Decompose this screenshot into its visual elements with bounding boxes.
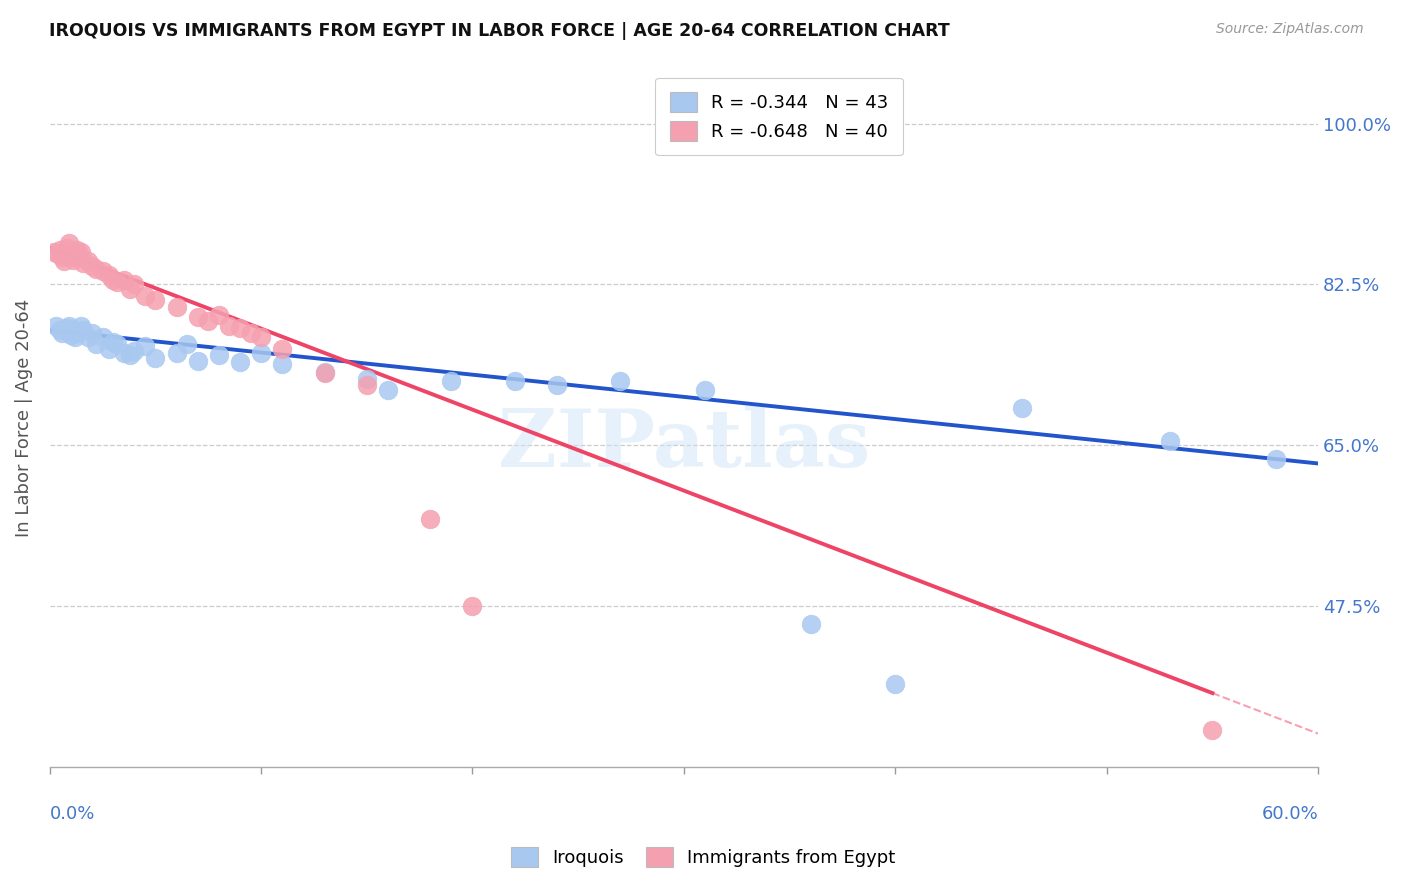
Point	[134, 339, 156, 353]
Point	[271, 357, 294, 371]
Point	[122, 344, 145, 359]
Text: 0.0%: 0.0%	[49, 805, 96, 823]
Point	[314, 367, 336, 381]
Point	[67, 247, 90, 261]
Point	[250, 346, 273, 360]
Point	[49, 323, 72, 337]
Point	[229, 355, 252, 369]
Point	[118, 282, 141, 296]
Point	[59, 327, 82, 342]
Point	[101, 273, 124, 287]
Point	[229, 320, 252, 334]
Point	[609, 374, 631, 388]
Point	[51, 250, 73, 264]
Point	[208, 308, 231, 322]
Point	[356, 372, 378, 386]
Point	[46, 247, 69, 261]
Text: ZIPatlas: ZIPatlas	[498, 407, 870, 484]
Point	[97, 342, 120, 356]
Point	[377, 383, 399, 397]
Point	[91, 263, 114, 277]
Point	[1264, 451, 1286, 466]
Point	[356, 378, 378, 392]
Point	[72, 323, 94, 337]
Point	[197, 314, 219, 328]
Legend: R = -0.344   N = 43, R = -0.648   N = 40: R = -0.344 N = 43, R = -0.648 N = 40	[655, 78, 903, 155]
Point	[51, 326, 73, 340]
Point	[84, 337, 107, 351]
Point	[1011, 401, 1033, 416]
Point	[1201, 723, 1223, 737]
Point	[208, 348, 231, 362]
Point	[800, 617, 823, 632]
Point	[271, 342, 294, 356]
Point	[55, 320, 77, 334]
Point	[63, 250, 86, 264]
Text: IROQUOIS VS IMMIGRANTS FROM EGYPT IN LABOR FORCE | AGE 20-64 CORRELATION CHART: IROQUOIS VS IMMIGRANTS FROM EGYPT IN LAB…	[49, 22, 950, 40]
Point	[187, 353, 209, 368]
Point	[112, 346, 135, 360]
Point	[187, 310, 209, 324]
Point	[105, 337, 128, 351]
Point	[101, 335, 124, 350]
Point	[218, 318, 240, 333]
Point	[145, 351, 167, 365]
Point	[546, 378, 568, 392]
Point	[66, 244, 89, 258]
Point	[80, 326, 103, 340]
Point	[503, 374, 526, 388]
Point	[105, 275, 128, 289]
Point	[134, 289, 156, 303]
Point	[70, 245, 93, 260]
Point	[72, 256, 94, 270]
Point	[58, 235, 80, 250]
Point	[62, 323, 84, 337]
Point	[53, 254, 76, 268]
Point	[42, 245, 65, 260]
Point	[49, 244, 72, 258]
Legend: Iroquois, Immigrants from Egypt: Iroquois, Immigrants from Egypt	[503, 839, 903, 874]
Point	[62, 252, 84, 267]
Point	[55, 241, 77, 255]
Point	[45, 318, 67, 333]
Point	[461, 599, 484, 613]
Point	[59, 247, 82, 261]
Point	[70, 318, 93, 333]
Point	[112, 273, 135, 287]
Point	[91, 329, 114, 343]
Point	[118, 348, 141, 362]
Point	[76, 254, 98, 268]
Point	[440, 374, 463, 388]
Point	[84, 261, 107, 276]
Point	[166, 346, 188, 360]
Y-axis label: In Labor Force | Age 20-64: In Labor Force | Age 20-64	[15, 299, 32, 537]
Point	[122, 277, 145, 292]
Point	[314, 365, 336, 379]
Text: Source: ZipAtlas.com: Source: ZipAtlas.com	[1216, 22, 1364, 37]
Point	[1159, 434, 1181, 448]
Point	[884, 677, 907, 691]
Point	[239, 326, 262, 340]
Point	[145, 293, 167, 307]
Point	[66, 326, 89, 340]
Point	[693, 383, 716, 397]
Point	[176, 337, 198, 351]
Point	[63, 329, 86, 343]
Point	[250, 329, 273, 343]
Point	[166, 301, 188, 315]
Point	[97, 268, 120, 283]
Point	[58, 318, 80, 333]
Text: 60.0%: 60.0%	[1261, 805, 1319, 823]
Point	[76, 329, 98, 343]
Point	[419, 511, 441, 525]
Point	[80, 259, 103, 273]
